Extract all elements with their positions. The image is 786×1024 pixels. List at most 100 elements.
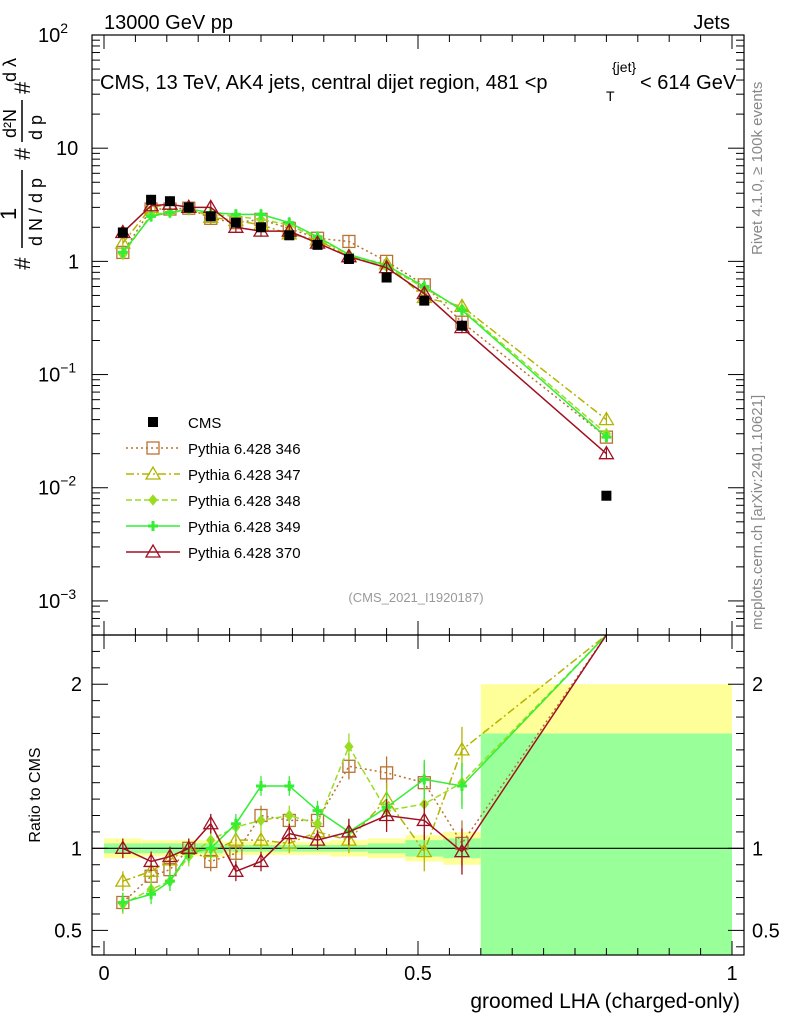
cms-data-point — [183, 202, 194, 213]
cms-data-point — [205, 211, 216, 222]
series-point — [601, 432, 612, 443]
ratio-point — [312, 805, 323, 816]
y-tick-label: 1 — [68, 251, 79, 273]
legend-marker — [144, 465, 162, 480]
legend-marker — [146, 441, 160, 455]
y-tick-label: 10−1 — [38, 360, 76, 387]
legend-marker — [148, 521, 158, 531]
svg-text:d²N: d²N — [0, 109, 20, 138]
y-tick-exponent: −2 — [60, 473, 76, 489]
ratio-y-tick-label-left: 1 — [71, 838, 82, 860]
plot-title: CMS, 13 TeV, AK4 jets, central dijet reg… — [100, 59, 737, 104]
legend-label: Pythia 6.428 348 — [188, 493, 301, 510]
ratio-point — [284, 809, 294, 822]
ratio-point — [378, 807, 395, 822]
legend-marker-cms — [148, 417, 158, 427]
axis-ticks — [92, 34, 744, 955]
ratio-point — [117, 897, 128, 908]
series-point — [456, 305, 467, 316]
series-point — [117, 247, 128, 258]
y-tick-label: 10 — [56, 138, 78, 160]
ratio-point — [180, 840, 197, 854]
cms-data-point — [343, 253, 354, 264]
ratio-point — [256, 814, 266, 827]
ratio-point — [284, 780, 295, 791]
title-sup: {jet} — [612, 59, 636, 75]
ratio-point — [114, 840, 131, 854]
legend-marker — [144, 543, 162, 558]
cms-data-point — [164, 196, 175, 207]
x-tick-label: 0.5 — [404, 963, 432, 985]
legend-marker — [148, 494, 158, 506]
cms-data-point — [312, 239, 323, 250]
rivet-label: Rivet 4.1.0, ≥ 100k events — [749, 82, 766, 255]
y-tick-exponent: −1 — [60, 360, 76, 376]
title-main: CMS, 13 TeV, AK4 jets, central dijet reg… — [100, 72, 548, 94]
cms-data-point — [284, 230, 295, 241]
cms-data-point — [419, 295, 430, 306]
analysis-tag: (CMS_2021_I1920187) — [348, 590, 483, 605]
series-point — [256, 209, 266, 220]
ratio-point — [142, 863, 160, 877]
ratio-point — [161, 848, 179, 863]
ratio-point — [453, 843, 471, 858]
ratio-line — [122, 634, 607, 904]
y-tick-label: 10−2 — [38, 473, 76, 500]
cms-data-point — [456, 320, 467, 331]
ratio-point — [416, 843, 433, 858]
ratio-y-axis-label: Ratio to CMS — [27, 747, 44, 842]
title-sub: T — [606, 88, 615, 104]
ratio-point — [342, 759, 356, 773]
ratio-series-4 — [117, 634, 607, 913]
title-end: < 614 GeV — [640, 72, 737, 94]
series-line — [122, 203, 607, 421]
main-series-1 — [116, 201, 614, 444]
ratio-point — [230, 818, 241, 829]
ratio-point — [227, 831, 245, 846]
ratio-point — [281, 825, 298, 840]
svg-text:1: 1 — [0, 208, 21, 220]
legend-label: Pythia 6.428 346 — [188, 441, 301, 458]
ratio-y-tick-label-right: 1 — [752, 838, 763, 860]
svg-text:#: # — [10, 257, 35, 270]
ratio-point — [146, 889, 157, 900]
series-line — [122, 209, 607, 435]
svg-text:d p: d p — [26, 115, 46, 140]
svg-text:d λ: d λ — [0, 58, 20, 82]
ratio-point — [227, 863, 245, 877]
ratio-point — [340, 831, 358, 846]
main-series-3 — [118, 204, 612, 440]
svg-text:#: # — [10, 147, 35, 160]
ratio-point — [416, 812, 433, 827]
svg-text:d N / d p: d N / d p — [26, 178, 46, 246]
ratio-y-tick-label-left: 2 — [71, 674, 82, 696]
ratio-point — [205, 843, 216, 854]
ratio-point — [252, 831, 270, 846]
cms-data-point — [146, 194, 157, 205]
series-point — [598, 445, 615, 460]
cms-data-point — [601, 490, 612, 501]
x-tick-label: 1 — [726, 963, 737, 985]
cms-data-point — [230, 217, 241, 228]
legend-label: Pythia 6.428 347 — [188, 467, 301, 484]
legend-label-cms: CMS — [188, 415, 221, 432]
cms-data-points — [117, 194, 612, 501]
ratio-point — [344, 740, 354, 753]
main-series-group — [114, 194, 615, 501]
x-axis-label: groomed LHA (charged-only) — [470, 990, 740, 1013]
cms-data-point — [381, 272, 392, 283]
ratio-point — [252, 853, 270, 868]
ratio-series-group — [114, 634, 608, 914]
x-tick-label: 0 — [98, 963, 109, 985]
mcplots-label: mcplots.cern.ch [arXiv:2401.10621] — [749, 395, 766, 630]
series-point — [146, 211, 157, 222]
main-series-2 — [114, 195, 615, 426]
series-line — [122, 207, 607, 438]
y-tick-label: 10−3 — [38, 586, 76, 613]
ratio-y-tick-label-right: 0.5 — [752, 920, 780, 942]
header-right: Jets — [693, 12, 730, 34]
ratio-point — [114, 872, 131, 887]
ratio-point — [281, 835, 298, 850]
y-tick-exponent: −3 — [60, 586, 76, 602]
